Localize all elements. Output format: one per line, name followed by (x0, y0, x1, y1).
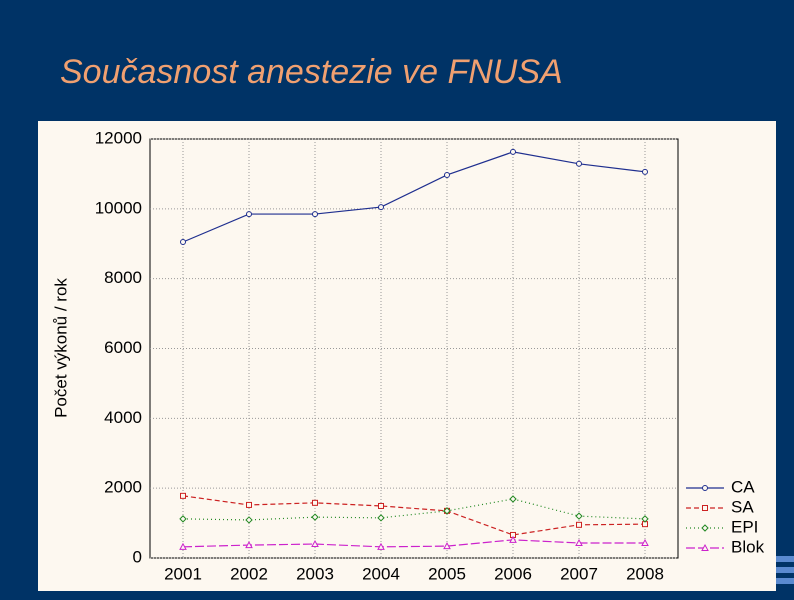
x-tick-label: 2002 (230, 564, 268, 583)
x-tick-label: 2008 (626, 564, 664, 583)
decoration (776, 556, 794, 562)
point (444, 171, 450, 178)
point (575, 512, 583, 520)
x-tick-label: 2003 (296, 564, 334, 583)
point (378, 502, 384, 509)
chart-panel (38, 121, 776, 591)
legend-label: SA (731, 497, 754, 516)
y-tick-label: 0 (133, 547, 142, 566)
point (377, 514, 385, 522)
y-tick-label: 10000 (95, 198, 142, 217)
point (576, 160, 582, 167)
point (443, 542, 451, 550)
series-line (182, 151, 646, 243)
point (246, 501, 252, 508)
legend-marker (701, 524, 709, 532)
point (180, 492, 186, 499)
y-tick-label: 12000 (95, 128, 142, 147)
point (509, 535, 517, 543)
point (641, 515, 649, 523)
point (312, 211, 318, 218)
series-line (182, 498, 646, 521)
x-tick-label: 2001 (164, 564, 202, 583)
legend-marker (701, 543, 709, 551)
x-tick-label: 2004 (362, 564, 400, 583)
point (509, 495, 517, 503)
point (377, 542, 385, 550)
point (443, 507, 451, 515)
y-tick-label: 8000 (104, 268, 142, 287)
legend-marker (702, 485, 708, 491)
y-axis-label: Počet výkonů / rok (51, 278, 70, 418)
point (641, 538, 649, 546)
series-line (182, 539, 645, 548)
point (510, 148, 516, 155)
x-tick-label: 2007 (560, 564, 598, 583)
point (311, 513, 319, 521)
legend-label: EPI (731, 517, 758, 536)
x-tick-label: 2006 (494, 564, 532, 583)
point (179, 542, 187, 550)
point (378, 204, 384, 211)
point (642, 168, 648, 175)
point (576, 521, 582, 528)
decoration (776, 567, 794, 573)
slide-title: Současnost anestezie ve FNUSA (60, 53, 563, 91)
decoration (776, 578, 794, 584)
x-tick-label: 2005 (428, 564, 466, 583)
legend-label: CA (731, 477, 755, 496)
y-tick-label: 2000 (104, 478, 142, 497)
y-tick-label: 6000 (104, 338, 142, 357)
legend-marker (702, 505, 708, 511)
point (246, 211, 252, 218)
y-tick-label: 4000 (104, 408, 142, 427)
point (575, 538, 583, 546)
point (180, 239, 186, 246)
point (179, 515, 187, 523)
point (245, 541, 253, 549)
point (312, 499, 318, 506)
point (311, 539, 319, 548)
point (245, 516, 253, 524)
legend-label: Blok (731, 537, 765, 556)
